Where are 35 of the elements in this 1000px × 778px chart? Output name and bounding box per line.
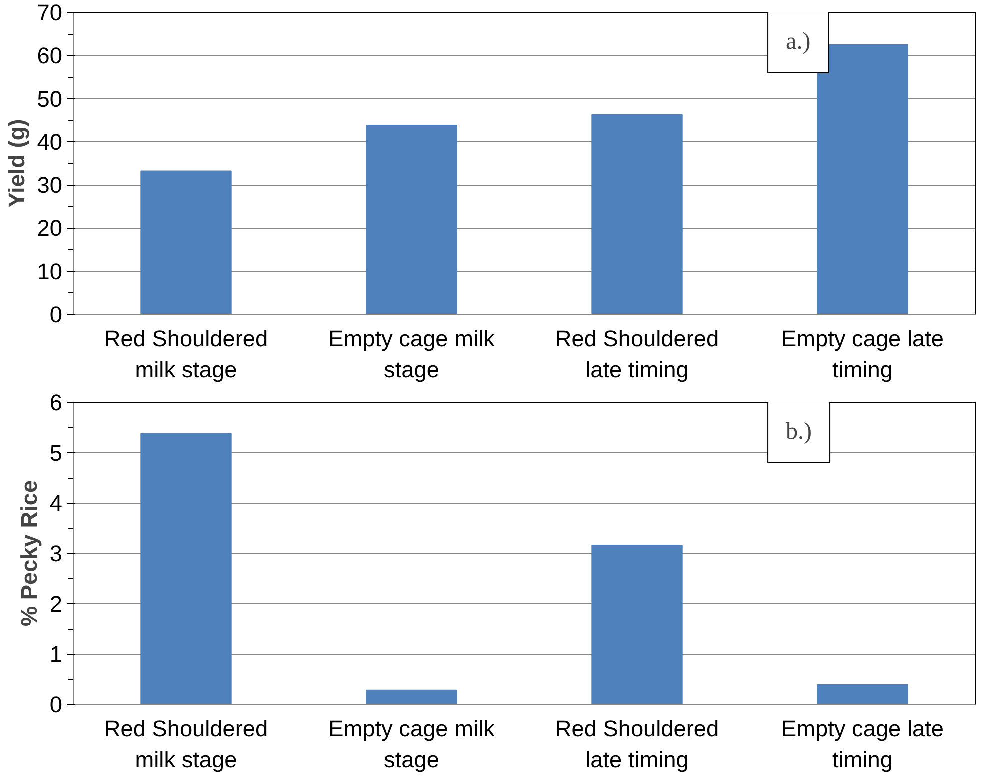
bar (817, 44, 908, 314)
x-tick-label: Empty cage late timing (782, 326, 944, 383)
y-axis-title: % Pecky Rice (16, 480, 42, 627)
bar (140, 170, 232, 314)
y-tick-label: 40 (37, 128, 62, 155)
y-tick-label: 2 (50, 590, 63, 617)
bar (366, 690, 458, 704)
x-tick-label: Empty cage milk stage (328, 326, 496, 383)
y-tick-label: 5 (50, 440, 63, 466)
bar (140, 433, 232, 704)
bar (366, 125, 458, 314)
x-tick-label: Red Shouldered late timing (555, 326, 720, 383)
y-tick-label: 30 (37, 172, 62, 198)
annotation: b.) (786, 418, 812, 445)
bar (592, 544, 683, 704)
annotation: a.) (786, 28, 811, 55)
x-tick-label: Empty cage late timing (782, 716, 944, 773)
x-tick-label: Red Shouldered milk stage (104, 326, 268, 383)
y-tick-label: 0 (50, 302, 63, 328)
y-axis-title: Yield (g) (3, 119, 30, 208)
bar (817, 684, 908, 704)
x-tick-label: Red Shouldered milk stage (104, 716, 268, 773)
y-tick-label: 4 (50, 490, 63, 516)
bar (592, 114, 683, 314)
y-tick-label: 6 (50, 390, 63, 416)
y-tick-label: 20 (37, 215, 62, 242)
y-tick-label: 1 (50, 641, 63, 668)
y-tick-label: 60 (37, 42, 62, 69)
y-tick-label: 50 (37, 86, 62, 112)
x-tick-label: Red Shouldered late timing (555, 716, 720, 773)
y-tick-label: 0 (50, 692, 63, 718)
x-tick-label: Empty cage milk stage (328, 716, 496, 773)
y-tick-label: 70 (37, 0, 62, 26)
y-tick-label: 10 (37, 258, 62, 284)
y-tick-label: 3 (50, 540, 63, 566)
